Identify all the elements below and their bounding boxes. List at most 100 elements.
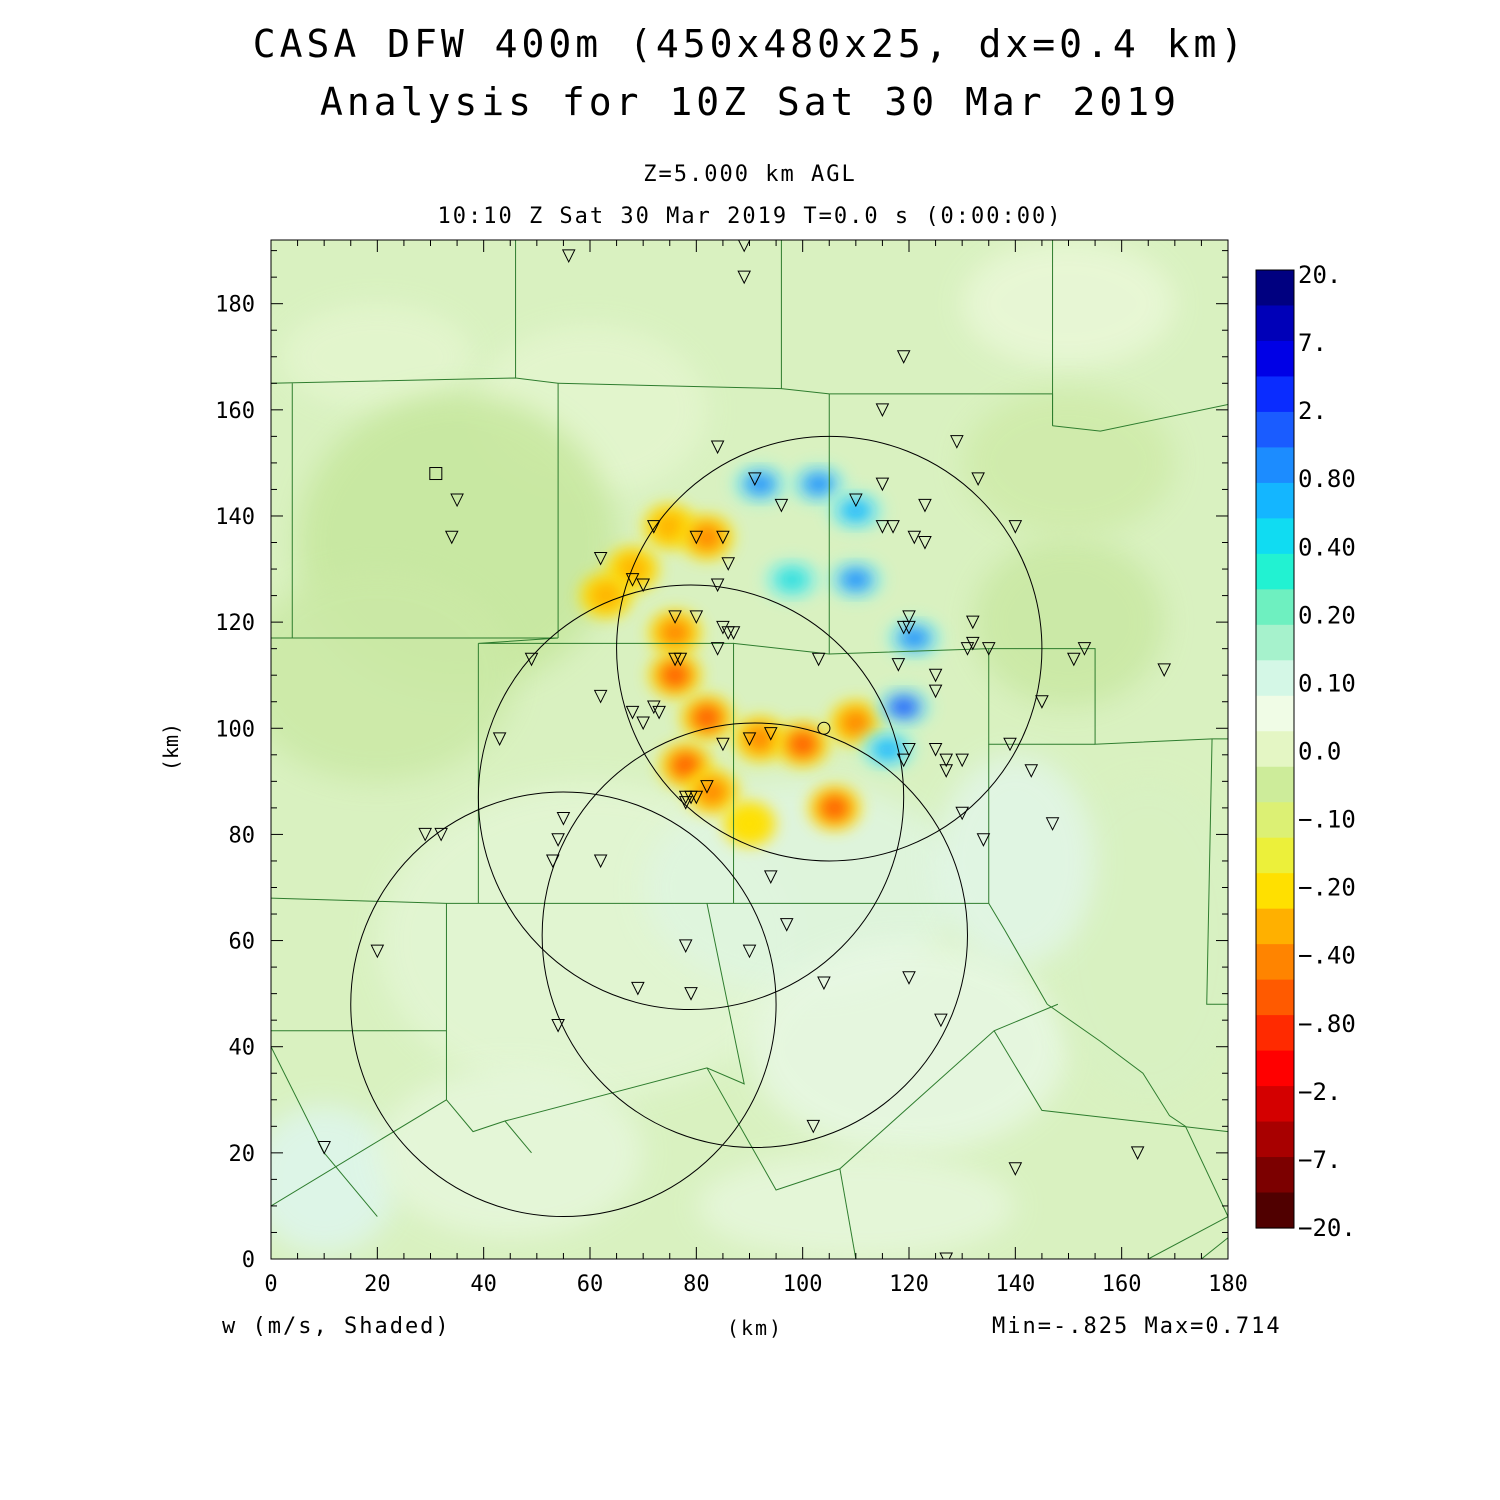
y-tick-label: 80: [229, 823, 256, 848]
w-core-negative: [690, 703, 723, 732]
axis-ticks: [270, 240, 1229, 1260]
y-tick-label: 180: [215, 293, 255, 318]
colorbar-swatch: [1256, 873, 1294, 910]
station-triangle: [939, 753, 954, 768]
w-core-negative: [696, 777, 729, 806]
y-tick-label: 40: [229, 1036, 256, 1061]
county-line: [1046, 1003, 1228, 1259]
station-triangle: [891, 658, 906, 672]
station-triangle: [551, 1018, 565, 1033]
colorbar-swatch: [1256, 695, 1294, 732]
station-triangle: [748, 472, 762, 486]
station-triangle: [710, 578, 725, 593]
station-triangle: [1008, 1162, 1023, 1176]
station-triangle: [849, 493, 863, 508]
station-triangle: [673, 652, 688, 667]
station-triangle: [779, 918, 794, 932]
x-axis-label: (km): [726, 1316, 784, 1340]
colorbar-swatch: [1256, 589, 1294, 626]
w-core-positive: [839, 568, 872, 591]
w-core-positive: [776, 568, 809, 591]
station-triangle: [689, 610, 704, 624]
y-tick-label: 0: [242, 1248, 255, 1273]
station-triangle: [763, 727, 778, 741]
colorbar-label: 2.: [1298, 397, 1327, 425]
colorbar-swatch: [1256, 411, 1294, 449]
field-patch: [271, 569, 516, 782]
w-core-negative: [589, 581, 622, 610]
station-triangle: [965, 636, 980, 651]
station-triangle: [434, 827, 448, 842]
y-axis-label: (km): [159, 723, 183, 771]
station-triangle: [700, 780, 714, 794]
station-triangle: [811, 652, 826, 667]
station-triangle: [668, 610, 682, 624]
y-tick-label: 120: [215, 611, 255, 636]
w-core-negative: [818, 793, 851, 822]
colorbar-label: 0.80: [1298, 465, 1356, 493]
station-triangle: [774, 498, 789, 513]
field-patch: [1052, 781, 1228, 1100]
county-line: [993, 1030, 1228, 1133]
station-triangle: [710, 440, 725, 455]
w-core-positive: [871, 738, 904, 761]
station-triangle: [902, 610, 916, 624]
colorbar-swatch: [1256, 1086, 1294, 1123]
station-triangle: [716, 530, 730, 545]
colorbar-label: −7.: [1298, 1146, 1341, 1174]
station-markers: [317, 240, 1172, 1259]
station-triangle: [875, 403, 890, 417]
station-triangle: [593, 551, 608, 566]
colorbar-label: 0.0: [1298, 738, 1341, 766]
station-triangle: [492, 732, 507, 747]
colorbar-label: −2.: [1298, 1078, 1341, 1106]
radar-ring: [350, 791, 777, 1218]
colorbar-label: 7.: [1298, 329, 1327, 357]
station-triangle: [450, 493, 464, 508]
w-core-positive: [898, 627, 931, 650]
station-triangle: [886, 520, 900, 534]
station-triangle: [896, 753, 911, 768]
station-triangle: [1008, 520, 1023, 534]
y-tick-label: 140: [215, 505, 255, 530]
station-triangle: [678, 790, 693, 805]
colorbar-swatch: [1256, 624, 1294, 661]
colorbar-swatch: [1256, 1157, 1294, 1194]
station-triangle: [593, 854, 608, 869]
colorbar-swatch: [1256, 944, 1294, 981]
colorbar-frame: [1255, 269, 1295, 1229]
colorbar-swatch: [1256, 340, 1294, 378]
x-tick-label: 0: [264, 1272, 277, 1297]
field-patch: [696, 1152, 1016, 1259]
colorbar-swatch: [1256, 376, 1294, 413]
radar-ring: [477, 584, 905, 1011]
field-patch: [643, 781, 963, 994]
station-triangle: [721, 557, 736, 571]
w-core-negative: [690, 523, 723, 552]
colorbar-swatch: [1256, 1050, 1294, 1087]
colorbar-swatch: [1256, 553, 1294, 590]
county-line: [504, 903, 745, 1122]
station-triangle: [965, 615, 980, 630]
y-tick-label: 20: [229, 1142, 256, 1167]
colorbar-swatch: [1256, 482, 1294, 519]
site-square: [429, 467, 443, 481]
colorbar-swatch: [1256, 1121, 1294, 1158]
time-label: 10:10 Z Sat 30 Mar 2019 T=0.0 s (0:00:00…: [437, 204, 1063, 229]
min-max-label: Min=-.825 Max=0.714: [992, 1314, 1282, 1339]
station-triangle: [981, 642, 996, 656]
field-patch: [377, 1067, 644, 1238]
x-tick-label: 80: [683, 1272, 710, 1297]
station-triangle: [934, 1013, 948, 1028]
w-core-positive: [887, 696, 920, 719]
station-triangle: [317, 1141, 331, 1155]
station-triangle: [524, 652, 539, 667]
colorbar-swatch: [1256, 447, 1294, 484]
station-triangle: [902, 743, 916, 757]
station-triangle: [1157, 663, 1172, 678]
level-label: Z=5.000 km AGL: [643, 162, 857, 187]
colorbar-swatch: [1256, 908, 1294, 945]
station-triangle: [1067, 652, 1081, 667]
station-triangle: [918, 498, 932, 513]
